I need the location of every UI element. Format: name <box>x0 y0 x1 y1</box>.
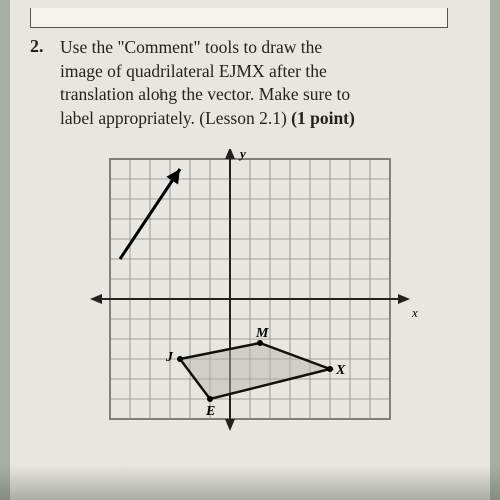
text-cursor: I <box>159 87 164 102</box>
line1: Use the "Comment" tools to draw the <box>60 37 322 57</box>
points: (1 point) <box>291 108 355 128</box>
photo-vignette <box>0 465 500 500</box>
line4: label appropriately. (Lesson 2.1) <box>60 108 291 128</box>
previous-answer-box <box>30 8 448 28</box>
problem-block: 2. Use the "Comment" tools to draw the i… <box>30 36 470 131</box>
svg-text:X: X <box>335 363 346 378</box>
problem-text: Use the "Comment" tools to draw the imag… <box>60 36 359 131</box>
svg-text:M: M <box>255 326 269 341</box>
graph-svg: y x E J M X <box>80 149 420 439</box>
line2: image of quadrilateral EJMX after the <box>60 61 327 81</box>
svg-text:E: E <box>205 404 215 419</box>
worksheet-page: 2. Use the "Comment" tools to draw the i… <box>10 0 490 500</box>
line3: translation along the vector. Make sure … <box>60 84 350 104</box>
svg-text:x: x <box>411 305 418 320</box>
svg-text:J: J <box>165 350 174 365</box>
coordinate-graph: y x E J M X <box>80 149 420 439</box>
problem-number: 2. <box>30 36 50 57</box>
svg-text:y: y <box>238 149 246 161</box>
